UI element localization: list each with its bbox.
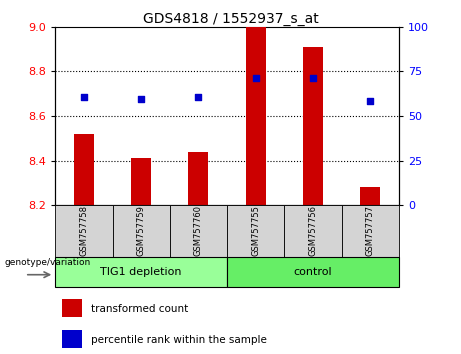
FancyBboxPatch shape bbox=[227, 257, 399, 287]
Text: GSM757758: GSM757758 bbox=[79, 205, 89, 257]
Bar bbox=[303, 47, 323, 205]
Text: GSM757756: GSM757756 bbox=[308, 205, 318, 257]
Text: TIG1 depletion: TIG1 depletion bbox=[100, 267, 182, 277]
Bar bbox=[62, 299, 82, 317]
Text: genotype/variation: genotype/variation bbox=[5, 258, 91, 267]
Point bbox=[195, 94, 202, 100]
Bar bbox=[74, 134, 94, 205]
Point bbox=[309, 75, 317, 81]
Point bbox=[80, 94, 88, 100]
Point bbox=[252, 75, 260, 81]
FancyBboxPatch shape bbox=[55, 257, 227, 287]
FancyBboxPatch shape bbox=[55, 205, 112, 257]
Text: percentile rank within the sample: percentile rank within the sample bbox=[91, 335, 267, 345]
Text: GSM757757: GSM757757 bbox=[366, 205, 375, 257]
Text: GSM757760: GSM757760 bbox=[194, 205, 203, 257]
FancyBboxPatch shape bbox=[284, 205, 342, 257]
Text: GSM757755: GSM757755 bbox=[251, 206, 260, 256]
Bar bbox=[246, 27, 266, 205]
Bar bbox=[131, 158, 151, 205]
Bar bbox=[189, 152, 208, 205]
Text: GDS4818 / 1552937_s_at: GDS4818 / 1552937_s_at bbox=[142, 12, 319, 27]
FancyBboxPatch shape bbox=[342, 205, 399, 257]
Text: GSM757759: GSM757759 bbox=[136, 206, 146, 256]
FancyBboxPatch shape bbox=[170, 205, 227, 257]
Text: transformed count: transformed count bbox=[91, 304, 188, 314]
Point bbox=[137, 96, 145, 102]
Bar bbox=[360, 187, 380, 205]
FancyBboxPatch shape bbox=[227, 205, 284, 257]
Text: control: control bbox=[294, 267, 332, 277]
Point bbox=[366, 98, 374, 104]
FancyBboxPatch shape bbox=[112, 205, 170, 257]
Bar bbox=[62, 331, 82, 348]
